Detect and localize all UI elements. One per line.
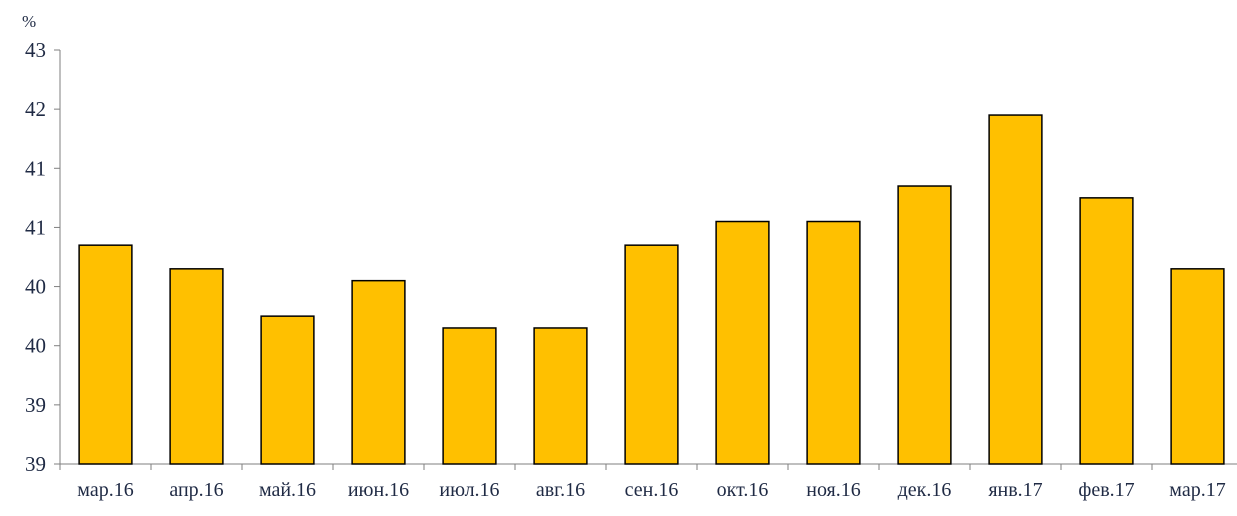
- x-tick-label: июн.16: [348, 479, 409, 501]
- bar: [715, 220, 770, 465]
- bar: [442, 327, 497, 465]
- y-tick-label: 42: [25, 97, 46, 121]
- bar: [1170, 268, 1225, 465]
- x-tick-label: мар.16: [77, 479, 133, 501]
- x-tick-label: апр.16: [169, 479, 223, 501]
- y-tick-label: 39: [25, 452, 46, 476]
- x-tick-label: июл.16: [439, 479, 499, 501]
- x-tick-label: дек.16: [898, 479, 952, 501]
- bar: [533, 327, 588, 465]
- bar: [988, 114, 1043, 465]
- x-tick-label: сен.16: [625, 479, 679, 501]
- bar: [351, 279, 406, 465]
- x-tick-label: авг.16: [536, 479, 585, 501]
- x-tick-label: окт.16: [717, 479, 769, 501]
- bar: [897, 185, 952, 465]
- y-tick-label: 39: [25, 393, 46, 417]
- x-tick-label: ноя.16: [806, 479, 861, 501]
- y-axis-unit-label: %: [22, 12, 36, 31]
- x-tick-label: янв.17: [988, 479, 1042, 501]
- bar: [806, 220, 861, 465]
- y-tick-label: 40: [25, 334, 46, 358]
- bars-group: [78, 114, 1225, 465]
- y-tick-label: 41: [25, 215, 46, 239]
- x-tick-label: фев.17: [1078, 479, 1134, 501]
- x-tick-label: мар.17: [1169, 479, 1225, 501]
- bar: [78, 244, 133, 465]
- bar: [1079, 197, 1134, 465]
- y-tick-label: 40: [25, 275, 46, 299]
- bar: [624, 244, 679, 465]
- x-axis: мар.16 апр.16 май.16 июн.16 июл.16 авг.16 сен.…: [59, 463, 1237, 501]
- x-tick-label: май.16: [259, 479, 316, 501]
- y-axis: 39 39 40 40 41 41 42 43: [25, 38, 61, 476]
- y-tick-label: 43: [25, 38, 46, 62]
- bar: [169, 268, 224, 465]
- bar: [260, 315, 315, 465]
- y-tick-label: 41: [25, 156, 46, 180]
